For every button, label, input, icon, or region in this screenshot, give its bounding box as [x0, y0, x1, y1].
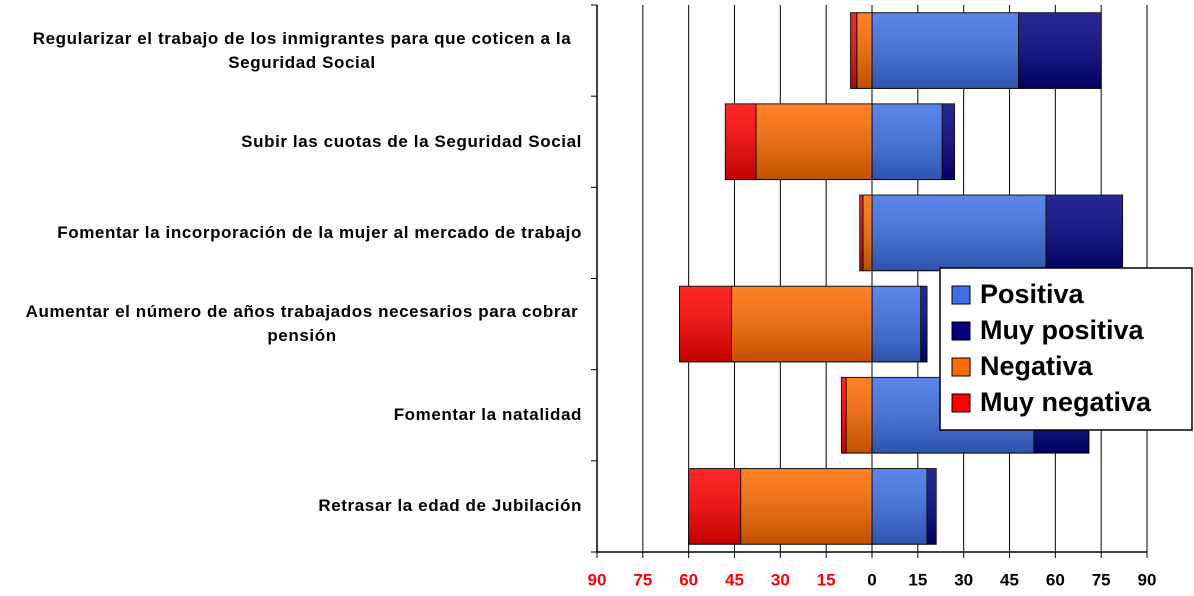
bar-shade — [920, 286, 927, 362]
category-label: Aumentar el número de años trabajados ne… — [0, 300, 582, 348]
x-tick-label: 75 — [633, 570, 652, 589]
category-text: Subir las cuotas de la Seguridad Social — [241, 131, 582, 151]
bar — [850, 12, 858, 89]
bar-shade — [872, 468, 927, 545]
category-label: Subir las cuotas de la Seguridad Social — [0, 130, 582, 154]
bar-shade — [841, 377, 847, 454]
bar — [871, 468, 928, 545]
bar — [845, 376, 873, 454]
x-tick-label: 30 — [771, 570, 790, 589]
bar-shade — [725, 103, 756, 180]
x-tick-label: 45 — [1000, 570, 1019, 589]
category-text: Regularizar el trabajo de los inmigrante… — [32, 28, 572, 72]
bar — [920, 285, 928, 363]
bar — [688, 468, 742, 545]
bar-shade — [1018, 12, 1102, 89]
category-text: Fomentar la natalidad — [393, 405, 582, 425]
x-tick-label: 15 — [908, 570, 927, 589]
bar-shade — [740, 468, 872, 545]
category-text: Retrasar la edad de Jubilación — [318, 496, 582, 516]
x-tick-label: 60 — [679, 570, 698, 589]
x-tick-label: 15 — [817, 570, 836, 589]
legend-box — [939, 267, 1193, 431]
bar-shade — [731, 286, 872, 362]
category-label: Regularizar el trabajo de los inmigrante… — [0, 27, 582, 75]
x-tick-label: 45 — [725, 570, 744, 589]
bar-shade — [679, 286, 732, 362]
bar-shade — [856, 12, 872, 89]
legend-swatch — [951, 321, 971, 341]
legend-label: Muy positiva — [980, 315, 1145, 345]
bar-shade — [755, 103, 872, 180]
bar — [1045, 194, 1124, 272]
bar-shade — [850, 12, 857, 89]
bar — [755, 103, 873, 181]
bar — [730, 285, 873, 363]
bar — [1018, 12, 1102, 89]
bar-shade — [1046, 195, 1123, 271]
category-label: Fomentar la incorporación de la mujer al… — [0, 221, 582, 245]
bar — [941, 103, 955, 181]
legend-label: Muy negativa — [980, 387, 1152, 417]
bar — [740, 468, 873, 545]
category-label: Retrasar la edad de Jubilación — [0, 494, 582, 518]
x-tick-label: 90 — [588, 570, 607, 589]
bar — [840, 376, 847, 454]
x-tick-label: 60 — [1046, 570, 1065, 589]
legend-label: Positiva — [980, 279, 1085, 309]
category-text: Fomentar la incorporación de la mujer al… — [57, 222, 582, 242]
x-tick-label: 90 — [1138, 570, 1157, 589]
category-label: Fomentar la natalidad — [0, 403, 582, 427]
legend-swatch — [951, 357, 971, 377]
bar — [871, 285, 922, 363]
x-tick-label: 0 — [867, 570, 876, 589]
bar — [724, 103, 757, 181]
legend-label: Negativa — [980, 351, 1094, 381]
bar-shade — [872, 286, 921, 362]
bar — [871, 103, 943, 181]
bar — [859, 194, 864, 272]
bar-shade — [927, 468, 937, 545]
bar — [871, 194, 1047, 272]
bar — [862, 194, 873, 272]
bar — [926, 468, 937, 545]
bar-shade — [942, 103, 955, 180]
bar-shade — [859, 195, 863, 271]
x-tick-label: 30 — [954, 570, 973, 589]
bar — [679, 285, 732, 363]
bar-shade — [846, 377, 872, 454]
bar-shade — [862, 195, 872, 271]
bar-shade — [872, 103, 943, 180]
bar-shade — [872, 12, 1019, 89]
bar — [871, 12, 1020, 89]
legend-swatch — [951, 393, 971, 413]
bar-shade — [872, 195, 1047, 271]
legend-swatch — [951, 285, 971, 305]
category-text: Aumentar el número de años trabajados ne… — [25, 302, 579, 346]
x-tick-label: 75 — [1092, 570, 1111, 589]
bar — [856, 12, 873, 89]
bar-shade — [688, 468, 741, 545]
